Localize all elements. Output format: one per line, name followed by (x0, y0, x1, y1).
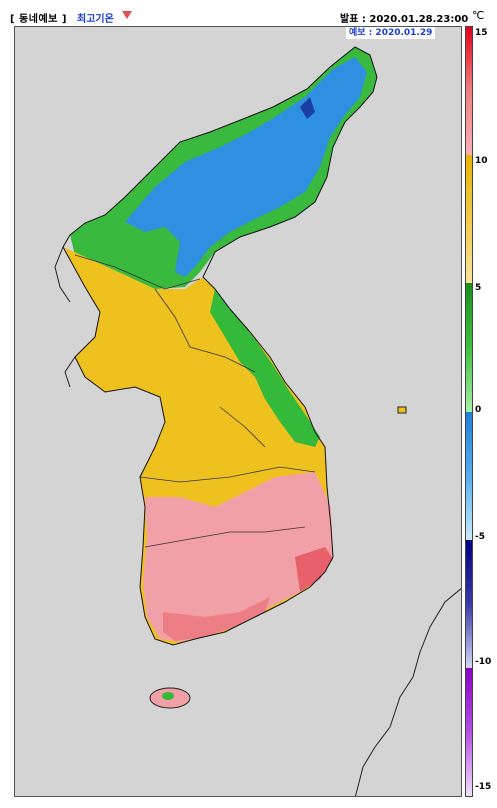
valid-date-label: 예보 : 2020.01.29 (346, 27, 436, 39)
scale-segment-0-m5 (466, 412, 472, 540)
color-scale-bar (465, 26, 473, 797)
province-borders (74, 254, 316, 548)
jeju-peak (162, 692, 174, 700)
dropdown-triangle-icon[interactable] (122, 11, 132, 19)
south-warm-region (143, 472, 333, 642)
scale-tick-5: 5 (475, 283, 482, 293)
ulleung-island (397, 406, 407, 414)
east-mountain-green (210, 289, 320, 447)
map-canvas (54, 46, 461, 796)
scale-tick-15: 15 (475, 28, 488, 38)
unit-label: ℃ (472, 9, 485, 22)
south-coast-red (295, 547, 333, 592)
scale-segment-m5-m10 (466, 540, 472, 668)
peninsula-coastline (62, 46, 378, 646)
temperature-map (14, 26, 462, 797)
scale-tick-minus15: -15 (475, 782, 492, 792)
scale-tick-minus10: -10 (475, 657, 492, 667)
scale-tick-minus5: -5 (475, 532, 485, 542)
southwest-coast-red (163, 597, 270, 641)
scale-segment-5-0 (466, 283, 472, 412)
map-header: [ 동네예보 ] 최고기온 발표 : 2020.01.28.23:00 ℃ (0, 0, 497, 26)
color-scale-gradient (466, 27, 472, 796)
very-cold-spot (300, 97, 315, 119)
japan-coastline (354, 588, 461, 796)
scale-segment-10-5 (466, 155, 472, 283)
variable-selector[interactable]: 최고기온 (77, 14, 114, 25)
china-coastline (54, 246, 76, 388)
scale-segment-m10-m15 (466, 668, 472, 796)
issued-time-label: 발표 : 2020.01.28.23:00 (340, 14, 469, 25)
scale-segment-15-10 (466, 27, 472, 155)
scale-tick-10: 10 (475, 156, 488, 166)
forecast-category-label: [ 동네예보 ] (10, 14, 67, 25)
scale-tick-0: 0 (475, 405, 482, 415)
